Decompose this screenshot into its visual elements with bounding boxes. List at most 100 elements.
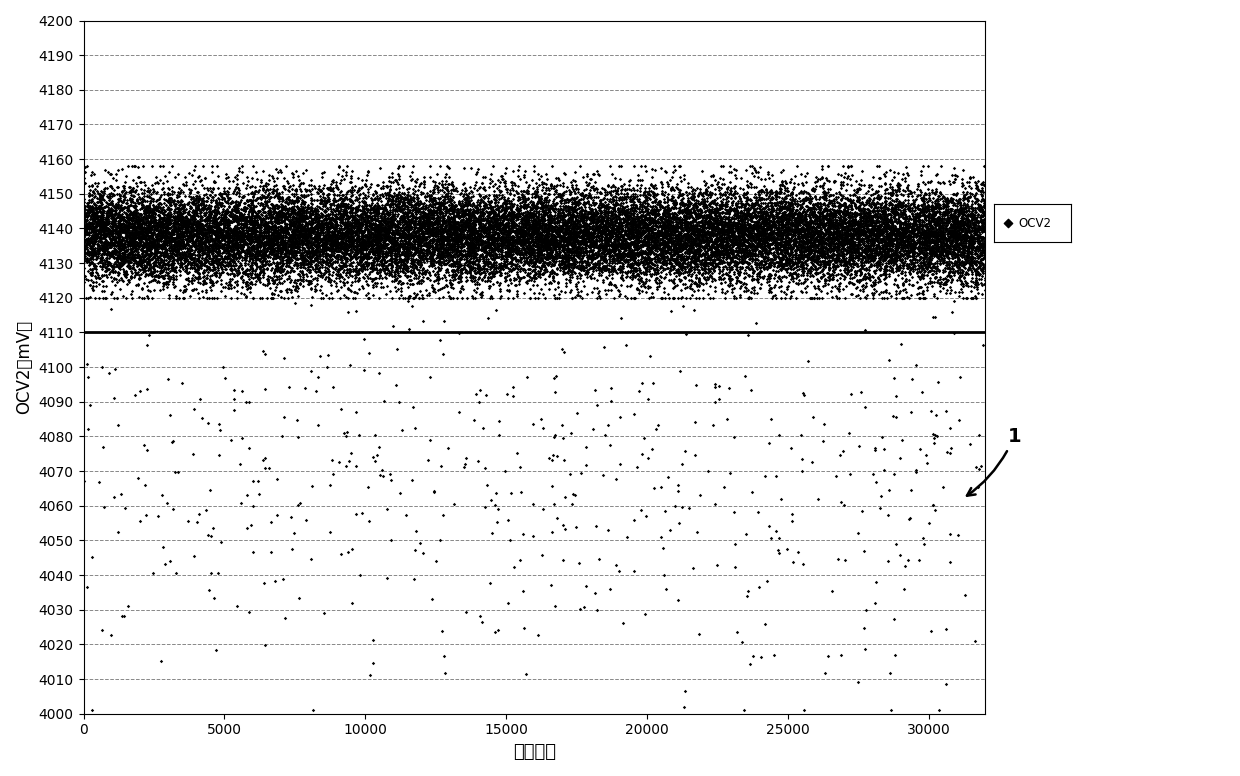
Point — [155, 250, 175, 262]
Point — [549, 292, 569, 304]
Point — [923, 239, 942, 251]
Point — [539, 184, 559, 196]
Point — [167, 252, 187, 265]
Point — [911, 216, 931, 228]
Point — [88, 211, 108, 223]
Point — [687, 218, 707, 230]
Point — [303, 243, 322, 255]
Point — [222, 210, 242, 222]
Point — [465, 271, 485, 283]
Point — [507, 254, 527, 266]
Point — [423, 201, 443, 213]
Point — [563, 233, 583, 245]
Point — [496, 247, 516, 259]
Point — [470, 196, 490, 209]
Point — [714, 481, 734, 494]
Point — [377, 217, 397, 230]
Point — [414, 256, 434, 268]
Point — [309, 265, 329, 277]
Point — [520, 249, 539, 262]
Point — [125, 208, 145, 220]
Point — [331, 213, 351, 225]
Point — [849, 234, 869, 246]
Point — [810, 203, 830, 215]
Point — [725, 257, 745, 269]
Point — [193, 278, 213, 290]
Point — [274, 207, 294, 220]
Point — [878, 204, 898, 217]
Point — [314, 231, 334, 244]
Point — [104, 189, 124, 201]
Point — [818, 227, 838, 240]
Point — [135, 230, 155, 243]
Point — [218, 275, 238, 288]
Point — [730, 230, 750, 242]
Point — [131, 257, 151, 269]
Point — [549, 221, 569, 234]
Point — [670, 210, 689, 223]
Point — [231, 227, 250, 240]
Point — [340, 248, 360, 261]
Point — [310, 248, 330, 261]
Point — [258, 216, 278, 228]
Point — [723, 246, 743, 258]
Point — [366, 223, 386, 235]
Point — [950, 232, 970, 244]
Point — [570, 262, 590, 274]
Point — [298, 237, 317, 250]
Point — [815, 262, 835, 274]
Point — [195, 242, 215, 255]
Point — [680, 236, 699, 248]
Point — [676, 205, 696, 217]
Point — [461, 190, 481, 203]
Point — [893, 196, 913, 208]
Point — [188, 203, 208, 216]
Point — [487, 237, 507, 249]
Point — [899, 221, 919, 234]
Point — [383, 237, 403, 249]
Point — [790, 255, 810, 267]
Point — [481, 206, 501, 219]
Point — [379, 192, 399, 204]
Point — [890, 267, 910, 279]
Point — [260, 258, 280, 270]
Point — [732, 262, 751, 274]
Point — [496, 210, 516, 223]
Point — [913, 201, 932, 213]
Point — [397, 240, 417, 252]
Point — [934, 230, 954, 242]
Point — [873, 232, 893, 244]
Point — [724, 182, 744, 194]
Point — [837, 220, 857, 233]
Point — [822, 219, 842, 231]
Point — [717, 186, 737, 199]
Point — [265, 237, 285, 250]
Point — [528, 292, 548, 304]
Point — [131, 268, 151, 280]
Point — [557, 220, 577, 232]
Point — [760, 245, 780, 258]
Point — [78, 227, 98, 239]
Point — [935, 205, 955, 217]
Point — [140, 205, 160, 217]
Point — [290, 265, 310, 277]
Point — [663, 244, 683, 257]
Point — [97, 271, 117, 283]
Point — [537, 244, 557, 256]
Point — [557, 217, 577, 230]
Point — [224, 209, 244, 221]
Point — [776, 288, 796, 300]
Point — [538, 242, 558, 255]
Point — [439, 234, 459, 246]
Point — [730, 182, 750, 194]
Point — [947, 528, 967, 541]
Point — [735, 213, 755, 225]
Point — [391, 261, 410, 273]
Point — [264, 204, 284, 217]
Point — [862, 234, 882, 246]
Point — [79, 237, 99, 250]
Point — [562, 224, 582, 237]
Point — [171, 253, 191, 265]
Point — [925, 226, 945, 238]
Point — [712, 219, 732, 231]
